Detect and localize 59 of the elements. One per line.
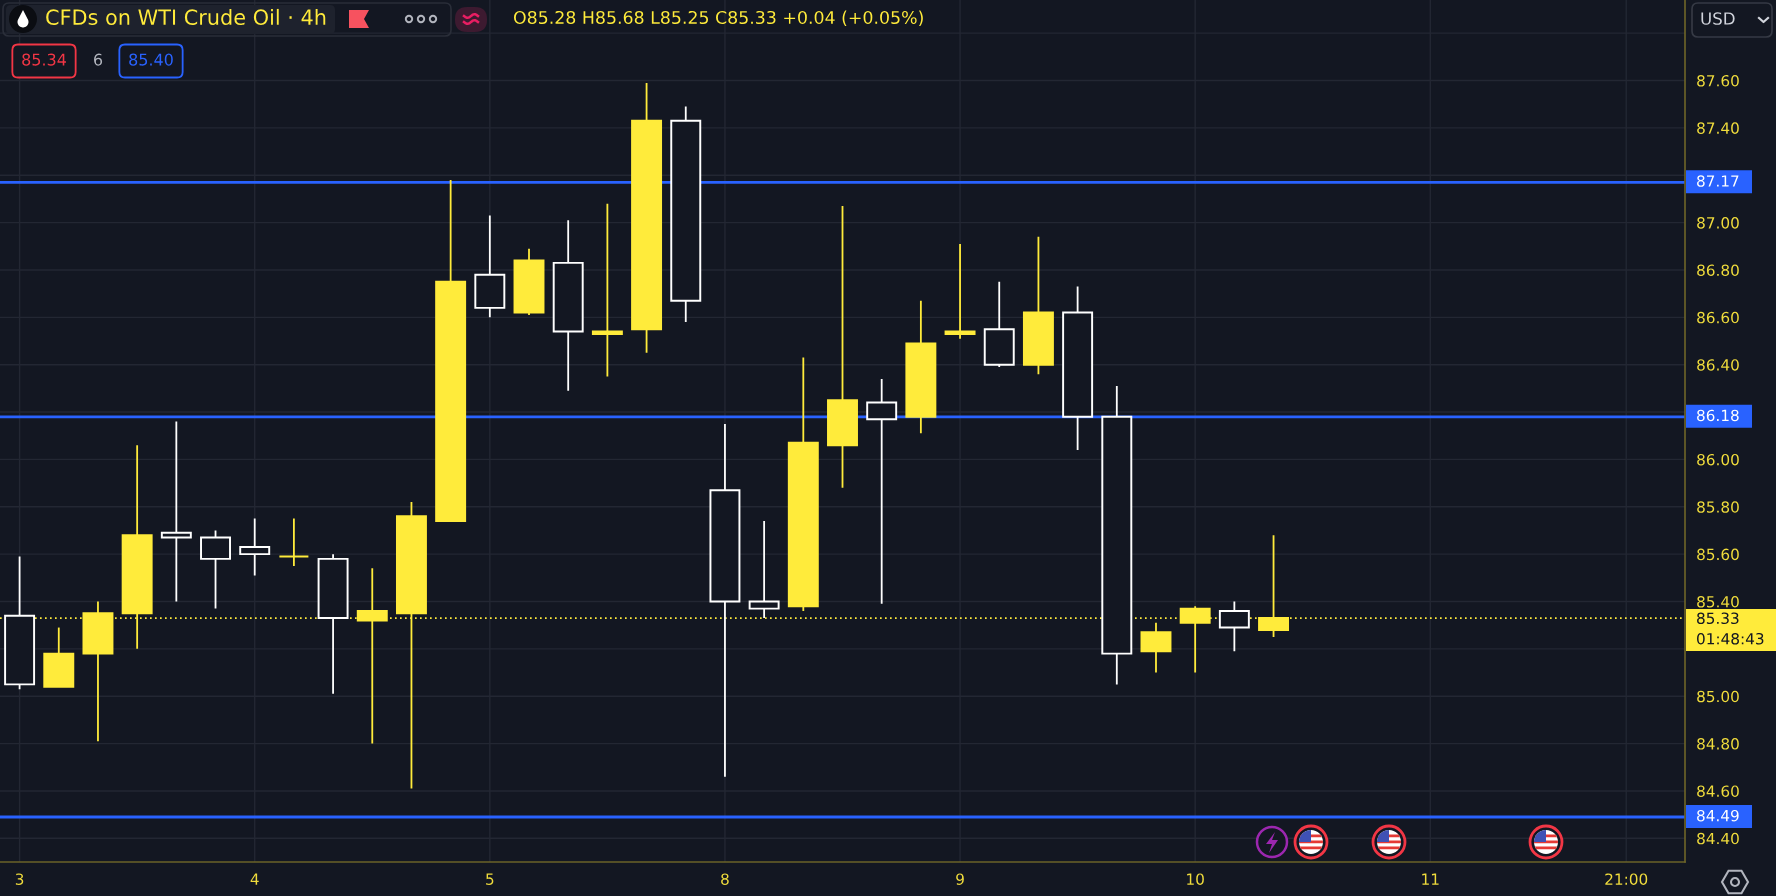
candlestick (4, 555, 36, 691)
text: USD (1701, 12, 1735, 25)
y-tick-label: 87.40 (1697, 122, 1739, 134)
candlestick (513, 247, 545, 316)
candlestick (1062, 285, 1094, 451)
candlestick (1101, 385, 1133, 686)
candlestick (1218, 600, 1250, 653)
ref-line-label: 86.18 (1697, 409, 1739, 422)
candlestick (1140, 621, 1172, 674)
annotation: 85.40 (129, 53, 173, 66)
candlestick (160, 420, 192, 603)
annotation: 85.34 (22, 53, 66, 66)
candlestick (43, 626, 75, 688)
ref-line-label: 85.33 (1697, 612, 1739, 625)
y-tick-label: 86.40 (1697, 359, 1739, 371)
candlestick (787, 356, 819, 612)
candlestick (748, 520, 780, 619)
x-tick-label: 8 (721, 873, 729, 885)
candlestick (278, 517, 310, 567)
candlestick (905, 299, 937, 435)
x-tick-label: 4 (250, 873, 259, 885)
candlestick (631, 81, 663, 354)
y-tick-label: 85.00 (1697, 690, 1739, 703)
x-tick-label: 5 (486, 873, 494, 885)
candlestick (552, 219, 584, 392)
text: 01:48:43 (1697, 632, 1764, 645)
candlestick (317, 553, 349, 695)
x-tick-label: 10 (1187, 873, 1204, 885)
y-tick-label: 87.00 (1697, 217, 1739, 229)
candlestick (1022, 235, 1054, 376)
y-tick-label: 86.60 (1697, 311, 1739, 324)
y-tick-label: 87.60 (1697, 74, 1739, 87)
x-tick-label: 21:00 (1605, 873, 1648, 885)
y-tick-label: 84.80 (1697, 738, 1739, 750)
y-tick-label: 85.80 (1697, 501, 1739, 513)
x-tick-label: 9 (956, 873, 964, 885)
candlestick (983, 280, 1015, 368)
candlestick (200, 529, 231, 610)
y-tick-label: 85.60 (1697, 548, 1739, 561)
y-tick-label: 86.00 (1697, 453, 1739, 466)
ref-line-label: 84.49 (1697, 809, 1739, 822)
candlestick (670, 105, 702, 323)
candlestick (591, 202, 623, 378)
y-tick-label: 85.40 (1697, 595, 1739, 608)
x-tick-label: 3 (15, 873, 24, 885)
text: O85.28 H85.68 L85.25 C85.33 +0.04 (+0.05%) (513, 10, 923, 27)
candlestick (474, 214, 506, 319)
y-tick-label: 86.80 (1697, 264, 1739, 276)
chart-title: CFDs on WTI Crude Oil · 4h (46, 8, 326, 26)
candlestick (239, 517, 271, 577)
annotation: 6 (94, 53, 103, 66)
ref-line-label: 87.17 (1697, 175, 1739, 187)
candlestick (435, 179, 467, 522)
candlestick (827, 205, 858, 489)
candlestick (866, 377, 898, 605)
y-tick-label: 84.40 (1697, 832, 1739, 845)
candlestick (944, 243, 976, 340)
x-tick-label: 11 (1422, 873, 1439, 885)
y-tick-label: 84.60 (1697, 785, 1739, 797)
